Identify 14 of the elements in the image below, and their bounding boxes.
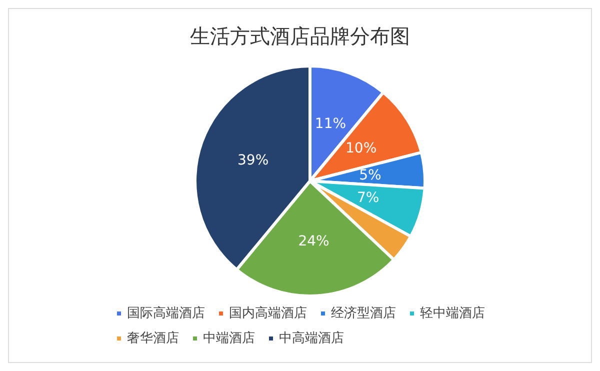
data-label: 5% (359, 167, 382, 184)
legend-label: 国内高端酒店 (229, 305, 307, 321)
chart-title: 生活方式酒店品牌分布图 (190, 24, 410, 48)
data-label: 7% (356, 190, 380, 206)
data-label: 10% (346, 140, 377, 157)
legend-label: 国际高端酒店 (127, 305, 205, 321)
legend-label: 经济型酒店 (331, 305, 396, 321)
data-label: 39% (238, 152, 269, 169)
legend-label: 中高端酒店 (279, 330, 344, 346)
data-label: 11% (314, 116, 346, 132)
data-label: 24% (298, 233, 330, 250)
legend-label: 轻中端酒店 (420, 305, 485, 321)
legend-label: 中端酒店 (203, 330, 255, 346)
legend-label: 奢华酒店 (127, 330, 179, 346)
